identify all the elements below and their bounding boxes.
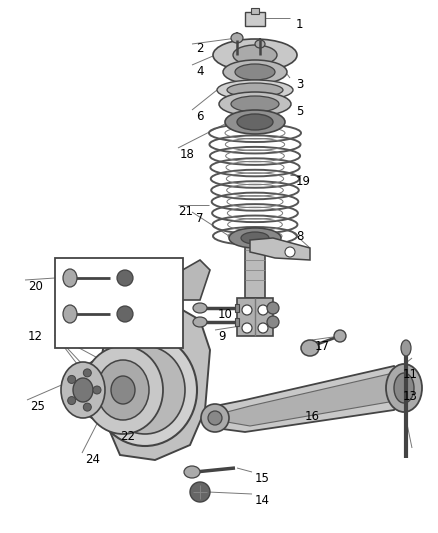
Polygon shape — [250, 238, 310, 260]
Ellipse shape — [241, 232, 269, 244]
Ellipse shape — [386, 364, 422, 412]
Ellipse shape — [73, 378, 93, 402]
Ellipse shape — [201, 404, 229, 432]
Text: 5: 5 — [296, 105, 304, 118]
Ellipse shape — [231, 33, 243, 43]
Text: 12: 12 — [28, 330, 43, 343]
Ellipse shape — [242, 323, 252, 333]
Ellipse shape — [267, 316, 279, 328]
Ellipse shape — [83, 369, 92, 377]
Ellipse shape — [223, 60, 287, 84]
Ellipse shape — [267, 302, 279, 314]
Text: 20: 20 — [28, 280, 43, 293]
Ellipse shape — [93, 334, 197, 446]
Polygon shape — [215, 366, 404, 432]
Ellipse shape — [242, 305, 252, 315]
Ellipse shape — [394, 373, 414, 403]
Bar — [235, 318, 239, 326]
Text: 24: 24 — [85, 453, 100, 466]
Text: 1: 1 — [296, 18, 304, 31]
Ellipse shape — [68, 375, 76, 383]
Ellipse shape — [190, 482, 210, 502]
Polygon shape — [227, 374, 396, 426]
Bar — [237, 298, 273, 336]
Ellipse shape — [235, 64, 275, 80]
Text: 22: 22 — [120, 430, 135, 443]
Bar — [55, 258, 183, 348]
Text: 15: 15 — [255, 472, 270, 485]
Ellipse shape — [229, 228, 281, 248]
Ellipse shape — [217, 80, 293, 100]
Ellipse shape — [219, 92, 291, 116]
Polygon shape — [100, 300, 210, 460]
Text: 7: 7 — [196, 212, 204, 225]
Ellipse shape — [401, 340, 411, 356]
Text: 10: 10 — [218, 308, 233, 321]
Bar — [245, 12, 265, 26]
Ellipse shape — [105, 346, 185, 434]
Text: 9: 9 — [218, 330, 226, 343]
Text: 25: 25 — [30, 400, 45, 413]
Ellipse shape — [68, 397, 76, 405]
Bar — [235, 304, 239, 312]
Ellipse shape — [61, 362, 105, 418]
Ellipse shape — [117, 270, 133, 286]
Text: 14: 14 — [255, 494, 270, 507]
Bar — [245, 243, 265, 298]
Ellipse shape — [97, 360, 149, 420]
Ellipse shape — [258, 305, 268, 315]
Ellipse shape — [258, 323, 268, 333]
Ellipse shape — [334, 330, 346, 342]
Ellipse shape — [233, 45, 277, 65]
Ellipse shape — [255, 40, 265, 48]
Ellipse shape — [301, 340, 319, 356]
Ellipse shape — [208, 411, 222, 425]
Text: 16: 16 — [305, 410, 320, 423]
Ellipse shape — [63, 305, 77, 323]
Ellipse shape — [83, 346, 163, 434]
Ellipse shape — [237, 114, 273, 130]
Ellipse shape — [231, 96, 279, 112]
Ellipse shape — [117, 306, 133, 322]
Text: 17: 17 — [315, 340, 330, 353]
Ellipse shape — [213, 39, 297, 71]
Ellipse shape — [285, 247, 295, 257]
Text: 4: 4 — [196, 65, 204, 78]
Ellipse shape — [77, 358, 133, 422]
Ellipse shape — [227, 83, 283, 97]
Ellipse shape — [63, 269, 77, 287]
Bar — [251, 8, 259, 14]
Text: 13: 13 — [403, 390, 418, 403]
Text: 3: 3 — [296, 78, 304, 91]
Text: 19: 19 — [296, 175, 311, 188]
Text: 2: 2 — [196, 42, 204, 55]
Ellipse shape — [111, 376, 135, 404]
Text: 21: 21 — [178, 205, 193, 218]
Ellipse shape — [193, 303, 207, 313]
Text: 18: 18 — [180, 148, 195, 161]
Ellipse shape — [83, 403, 92, 411]
Ellipse shape — [93, 386, 101, 394]
Text: 11: 11 — [403, 368, 418, 381]
Ellipse shape — [184, 466, 200, 478]
Text: 6: 6 — [196, 110, 204, 123]
Polygon shape — [110, 270, 155, 310]
Ellipse shape — [193, 317, 207, 327]
Text: 8: 8 — [296, 230, 304, 243]
Ellipse shape — [91, 374, 119, 406]
Polygon shape — [165, 260, 210, 300]
Ellipse shape — [225, 110, 285, 134]
